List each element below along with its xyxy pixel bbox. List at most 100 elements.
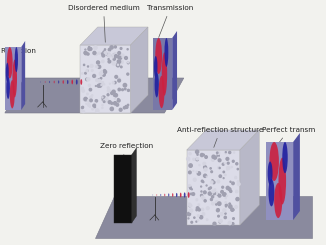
Ellipse shape bbox=[76, 79, 78, 85]
Circle shape bbox=[212, 190, 215, 193]
Polygon shape bbox=[266, 142, 293, 220]
Circle shape bbox=[200, 216, 203, 219]
Circle shape bbox=[235, 176, 237, 179]
Circle shape bbox=[115, 55, 117, 58]
Circle shape bbox=[206, 176, 207, 177]
Circle shape bbox=[104, 52, 107, 55]
Circle shape bbox=[103, 51, 106, 54]
Circle shape bbox=[222, 163, 224, 165]
Text: Transmission: Transmission bbox=[147, 5, 193, 37]
Circle shape bbox=[98, 80, 101, 82]
Circle shape bbox=[206, 185, 207, 186]
Polygon shape bbox=[132, 148, 136, 223]
Circle shape bbox=[225, 204, 227, 206]
Circle shape bbox=[82, 106, 83, 108]
Circle shape bbox=[118, 78, 120, 80]
Circle shape bbox=[121, 66, 122, 68]
Circle shape bbox=[233, 218, 234, 220]
Polygon shape bbox=[131, 27, 148, 113]
Circle shape bbox=[200, 153, 203, 157]
Circle shape bbox=[231, 166, 232, 168]
Circle shape bbox=[189, 171, 191, 174]
Circle shape bbox=[86, 103, 87, 104]
Circle shape bbox=[118, 60, 120, 62]
Circle shape bbox=[87, 53, 89, 55]
Circle shape bbox=[217, 157, 219, 159]
Circle shape bbox=[230, 190, 232, 192]
Circle shape bbox=[125, 57, 127, 60]
Polygon shape bbox=[172, 31, 177, 110]
Circle shape bbox=[88, 47, 91, 50]
Circle shape bbox=[103, 99, 106, 103]
Circle shape bbox=[108, 48, 111, 51]
Circle shape bbox=[127, 49, 128, 50]
Circle shape bbox=[92, 95, 93, 96]
Circle shape bbox=[85, 49, 86, 50]
Circle shape bbox=[208, 188, 210, 190]
Circle shape bbox=[217, 154, 219, 157]
Ellipse shape bbox=[269, 142, 279, 181]
Circle shape bbox=[108, 101, 111, 104]
Circle shape bbox=[96, 61, 99, 64]
Circle shape bbox=[113, 95, 115, 96]
Circle shape bbox=[196, 199, 198, 201]
Circle shape bbox=[101, 53, 103, 54]
Circle shape bbox=[127, 62, 129, 63]
Circle shape bbox=[108, 60, 111, 63]
Text: Disordered medium: Disordered medium bbox=[68, 5, 140, 42]
Ellipse shape bbox=[176, 193, 177, 197]
Circle shape bbox=[81, 110, 82, 111]
Ellipse shape bbox=[156, 194, 157, 196]
Circle shape bbox=[218, 167, 220, 169]
Circle shape bbox=[189, 164, 192, 167]
Circle shape bbox=[102, 96, 105, 99]
Circle shape bbox=[212, 155, 215, 158]
Circle shape bbox=[104, 70, 106, 72]
Circle shape bbox=[229, 205, 232, 208]
Circle shape bbox=[112, 61, 113, 62]
Circle shape bbox=[229, 203, 230, 205]
Circle shape bbox=[118, 79, 121, 82]
Circle shape bbox=[223, 209, 226, 212]
Circle shape bbox=[196, 207, 199, 209]
Circle shape bbox=[97, 84, 100, 87]
Circle shape bbox=[203, 181, 204, 183]
Circle shape bbox=[217, 194, 219, 195]
Circle shape bbox=[203, 154, 204, 156]
Circle shape bbox=[102, 107, 103, 109]
Circle shape bbox=[196, 171, 198, 172]
Circle shape bbox=[114, 94, 117, 97]
Circle shape bbox=[96, 109, 99, 112]
Circle shape bbox=[190, 187, 191, 189]
Circle shape bbox=[113, 102, 117, 105]
Circle shape bbox=[95, 53, 97, 55]
Circle shape bbox=[90, 64, 93, 67]
Circle shape bbox=[200, 194, 203, 196]
Circle shape bbox=[219, 220, 220, 222]
Circle shape bbox=[102, 54, 105, 57]
Circle shape bbox=[86, 78, 88, 81]
Circle shape bbox=[108, 59, 109, 60]
Circle shape bbox=[197, 172, 200, 175]
Circle shape bbox=[217, 202, 221, 205]
Circle shape bbox=[236, 190, 238, 193]
Circle shape bbox=[120, 55, 123, 58]
Circle shape bbox=[97, 79, 99, 81]
Circle shape bbox=[117, 60, 121, 63]
Circle shape bbox=[119, 56, 122, 59]
Circle shape bbox=[122, 56, 124, 58]
Circle shape bbox=[87, 66, 89, 67]
Ellipse shape bbox=[159, 76, 164, 108]
Circle shape bbox=[102, 82, 104, 84]
Circle shape bbox=[90, 96, 92, 98]
Circle shape bbox=[210, 198, 213, 201]
Circle shape bbox=[116, 103, 119, 106]
Ellipse shape bbox=[6, 77, 10, 99]
Circle shape bbox=[117, 64, 119, 65]
Circle shape bbox=[216, 152, 218, 154]
Circle shape bbox=[205, 156, 207, 158]
Circle shape bbox=[228, 188, 231, 191]
Circle shape bbox=[112, 90, 115, 94]
Circle shape bbox=[116, 63, 120, 67]
Circle shape bbox=[107, 100, 109, 102]
